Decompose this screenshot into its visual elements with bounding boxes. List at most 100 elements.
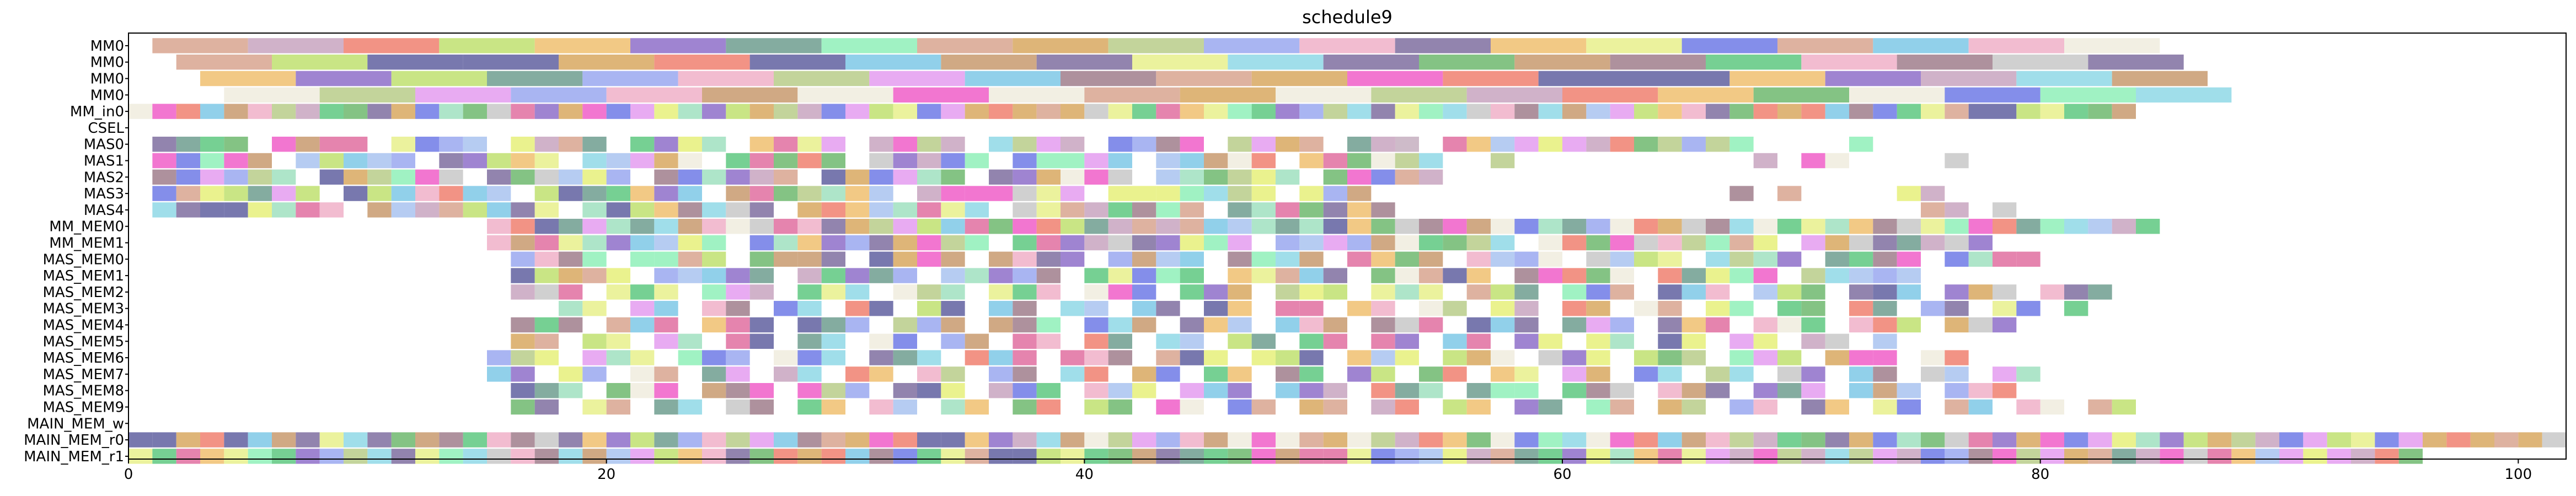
task-bar bbox=[678, 432, 702, 448]
task-bar bbox=[2303, 449, 2327, 464]
task-bar bbox=[1466, 333, 1491, 349]
task-bar bbox=[1849, 382, 1873, 398]
task-bar bbox=[1562, 235, 1587, 251]
task-bar bbox=[1013, 350, 1037, 365]
task-bar bbox=[606, 186, 630, 201]
task-bar bbox=[1132, 300, 1156, 316]
task-bar bbox=[1681, 399, 1706, 415]
task-bar bbox=[1276, 169, 1300, 185]
task-bar bbox=[1849, 366, 1873, 382]
task-bar bbox=[200, 169, 224, 185]
task-bar bbox=[248, 186, 272, 201]
task-bar bbox=[726, 218, 750, 234]
task-bar bbox=[1228, 268, 1252, 283]
task-bar bbox=[1825, 71, 1921, 87]
task-bar bbox=[1061, 71, 1156, 87]
task-bar bbox=[391, 186, 415, 201]
task-bar bbox=[511, 382, 535, 398]
task-bar bbox=[749, 268, 774, 283]
task-bar bbox=[1036, 186, 1061, 201]
task-bar bbox=[1156, 333, 1180, 349]
task-bar bbox=[2279, 432, 2304, 448]
task-bar bbox=[893, 169, 917, 185]
task-bar bbox=[415, 432, 440, 448]
task-bar bbox=[272, 104, 296, 119]
task-bar bbox=[1228, 333, 1252, 349]
task-bar bbox=[1084, 169, 1108, 185]
task-bar bbox=[1706, 432, 1730, 448]
task-bar bbox=[630, 317, 655, 333]
task-bar bbox=[1323, 268, 1347, 283]
task-bar bbox=[1036, 382, 1061, 398]
task-bar bbox=[1825, 350, 1849, 365]
task-bar bbox=[630, 136, 655, 152]
task-bar bbox=[654, 382, 678, 398]
task-bar bbox=[1132, 54, 1228, 70]
task-bar bbox=[941, 366, 965, 382]
task-bar bbox=[1036, 218, 1061, 234]
task-bar bbox=[1514, 333, 1539, 349]
task-bar bbox=[1849, 284, 1873, 300]
task-bar bbox=[606, 317, 630, 333]
task-bar bbox=[1586, 218, 1610, 234]
task-bar bbox=[2016, 300, 2041, 316]
task-bar bbox=[1658, 235, 1682, 251]
task-bar bbox=[917, 366, 941, 382]
task-bar bbox=[1681, 333, 1706, 349]
task-bar bbox=[630, 218, 655, 234]
task-bar bbox=[606, 432, 630, 448]
task-bar bbox=[1299, 235, 1324, 251]
task-bar bbox=[1514, 300, 1539, 316]
task-bar bbox=[630, 350, 655, 365]
task-bar bbox=[1586, 432, 1610, 448]
task-bar bbox=[1419, 54, 1515, 70]
task-bar bbox=[726, 432, 750, 448]
task-bar bbox=[1395, 38, 1491, 53]
task-bar bbox=[2088, 218, 2112, 234]
task-bar bbox=[1013, 251, 1037, 267]
task-bar bbox=[1610, 104, 1634, 119]
task-bar bbox=[845, 366, 870, 382]
task-bar bbox=[1419, 284, 1443, 300]
task-bar bbox=[1634, 104, 1658, 119]
task-bar bbox=[1729, 350, 1754, 365]
task-bar bbox=[463, 186, 487, 201]
task-bar bbox=[726, 38, 822, 53]
task-bar bbox=[1849, 268, 1873, 283]
task-bar bbox=[534, 350, 559, 365]
task-bar bbox=[1156, 300, 1180, 316]
task-bar bbox=[726, 284, 750, 300]
task-bar bbox=[1347, 202, 1372, 218]
task-bar bbox=[487, 235, 511, 251]
task-bar bbox=[1897, 218, 1921, 234]
task-bar bbox=[1849, 449, 1873, 464]
task-bar bbox=[582, 251, 607, 267]
task-bar bbox=[1801, 300, 1825, 316]
task-bar bbox=[1491, 300, 1515, 316]
task-bar bbox=[344, 186, 368, 201]
task-bar bbox=[941, 136, 965, 152]
task-bar bbox=[1993, 104, 2017, 119]
task-bar bbox=[1013, 432, 1037, 448]
task-bar bbox=[774, 251, 798, 267]
task-bar bbox=[1323, 54, 1419, 70]
task-bar bbox=[1395, 218, 1419, 234]
task-bar bbox=[1084, 284, 1108, 300]
task-bar bbox=[1036, 251, 1061, 267]
task-bar bbox=[1156, 268, 1180, 283]
task-bar bbox=[1156, 186, 1180, 201]
task-bar bbox=[2040, 218, 2064, 234]
lane-label: MM_MEM1 bbox=[49, 235, 124, 252]
task-bar bbox=[845, 235, 870, 251]
task-bar bbox=[487, 432, 511, 448]
task-bar bbox=[678, 268, 702, 283]
task-bar bbox=[678, 153, 702, 169]
task-bar bbox=[1610, 333, 1634, 349]
task-bar bbox=[1132, 218, 1156, 234]
task-bar bbox=[1156, 251, 1180, 267]
task-bar bbox=[1801, 432, 1825, 448]
task-bar bbox=[1514, 284, 1539, 300]
task-bar bbox=[511, 251, 535, 267]
task-bar bbox=[128, 432, 153, 448]
task-bar bbox=[1132, 432, 1156, 448]
